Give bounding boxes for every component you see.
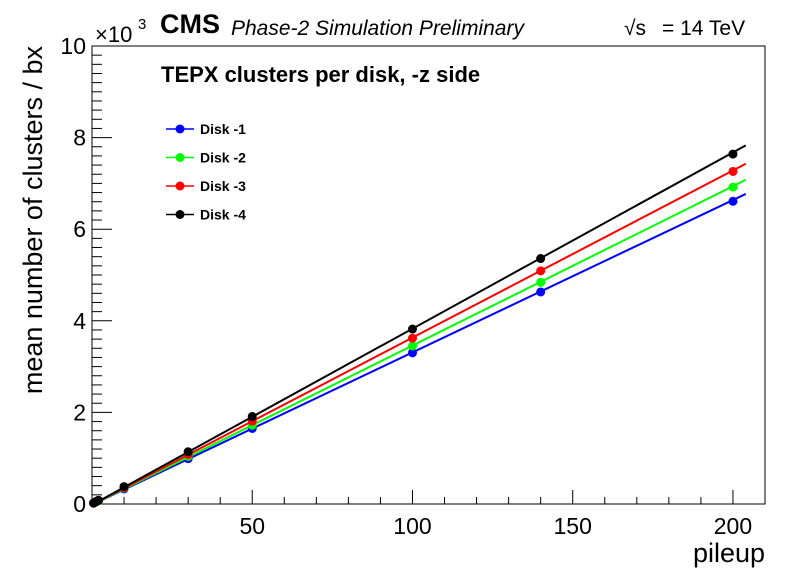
- series-line: [93, 193, 747, 505]
- series-line: [93, 144, 747, 505]
- legend-marker: [175, 181, 185, 191]
- y-axis-tick-labels: 0 2 4 6 8 10: [60, 33, 86, 517]
- y-tick-label: 10: [60, 33, 86, 59]
- data-point: [407, 324, 417, 334]
- y-tick-label: 6: [73, 216, 86, 242]
- data-point: [536, 266, 546, 276]
- data-point: [536, 254, 546, 264]
- legend-marker: [175, 124, 185, 134]
- legend-item: Disk -1: [166, 121, 246, 137]
- legend-marker: [175, 153, 185, 162]
- x-tick-label: 100: [393, 513, 431, 539]
- legend-marker: [175, 210, 185, 219]
- data-point: [728, 149, 738, 159]
- data-point: [247, 412, 257, 422]
- y-axis-label: mean number of clusters / bx: [18, 46, 48, 395]
- series-layer: [89, 144, 747, 508]
- x-tick-label: 150: [554, 513, 592, 539]
- x-tick-label: 50: [239, 513, 265, 539]
- series-line: [93, 178, 747, 505]
- data-point: [728, 166, 738, 176]
- x-axis-tick-labels: 50 100 150 200: [239, 513, 752, 539]
- data-point: [407, 348, 417, 358]
- legend-item: Disk -4: [166, 207, 246, 223]
- data-point: [407, 333, 417, 343]
- data-point: [536, 277, 546, 287]
- legend-label: Disk -4: [200, 207, 246, 223]
- data-point: [407, 341, 417, 351]
- data-point: [93, 495, 103, 505]
- legend-label: Disk -1: [200, 121, 246, 137]
- y-axis-ticks: [92, 54, 112, 496]
- energy-sqrt: √s: [624, 17, 646, 40]
- x-tick-label: 200: [714, 513, 752, 539]
- legend: Disk -1 Disk -2 Disk -3 Disk -4: [166, 121, 246, 223]
- header-subtitle: Phase-2 Simulation Preliminary: [231, 17, 525, 40]
- legend-label: Disk -2: [200, 150, 246, 166]
- data-point: [728, 182, 738, 192]
- y-multiplier-exp: 3: [138, 16, 146, 33]
- series-4: [89, 144, 747, 508]
- cms-label: CMS: [160, 9, 220, 39]
- data-point: [536, 287, 546, 297]
- y-multiplier-base: ×10: [95, 22, 132, 47]
- energy-label: = 14 TeV: [662, 17, 745, 40]
- series-line: [93, 162, 747, 505]
- data-point: [119, 482, 129, 492]
- y-tick-label: 8: [73, 125, 86, 151]
- y-tick-label: 2: [73, 399, 86, 425]
- legend-item: Disk -2: [166, 150, 246, 166]
- plot-title: TEPX clusters per disk, -z side: [161, 62, 480, 87]
- y-tick-label: 0: [73, 491, 86, 517]
- x-axis-label: pileup: [693, 538, 765, 568]
- data-point: [183, 447, 193, 457]
- x-axis-ticks: [123, 490, 734, 504]
- legend-item: Disk -3: [166, 178, 246, 194]
- legend-label: Disk -3: [200, 178, 246, 194]
- plot-frame: [91, 45, 766, 505]
- y-tick-label: 4: [73, 308, 86, 334]
- data-point: [728, 196, 738, 206]
